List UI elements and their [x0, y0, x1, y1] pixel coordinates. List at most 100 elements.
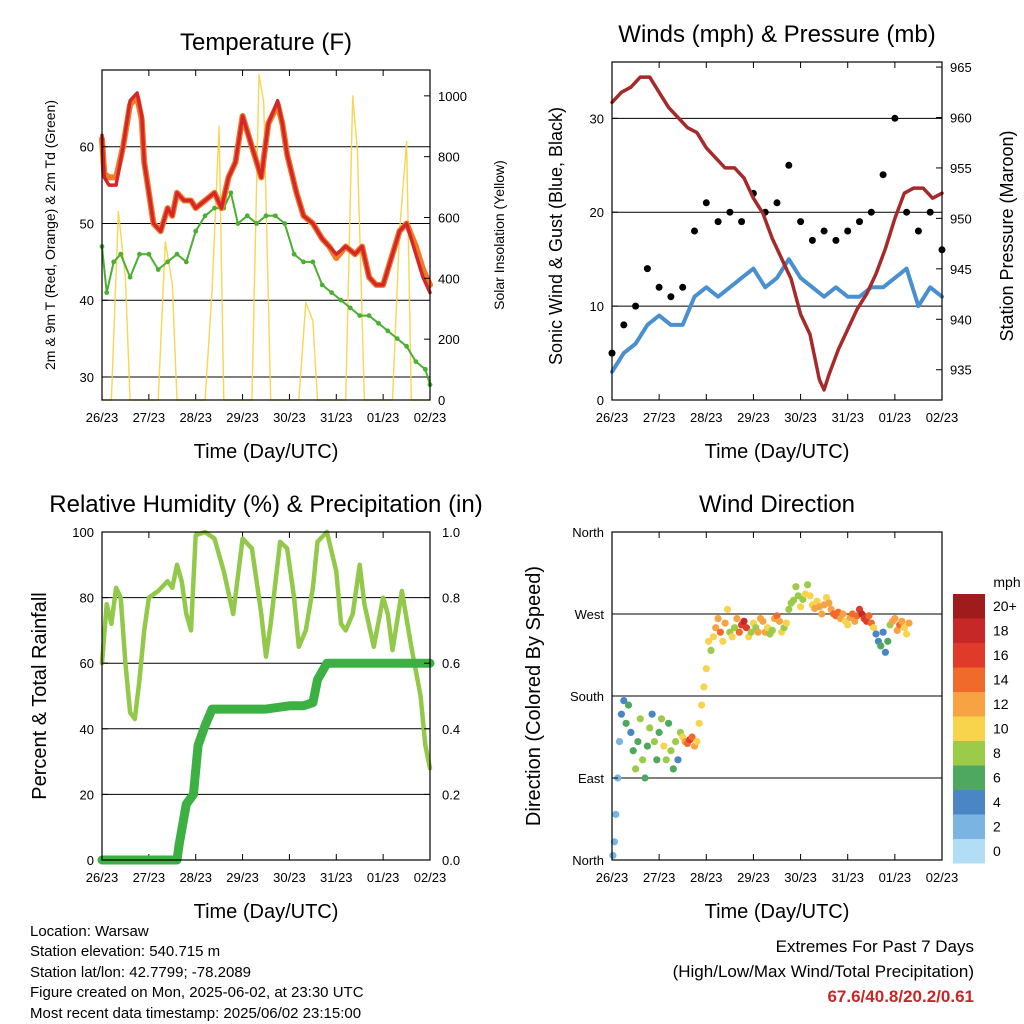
- y-tick-label: 50: [80, 216, 94, 231]
- y-axis-label: 2m & 9m T (Red, Orange) & 2m Td (Green): [42, 100, 58, 370]
- wind-direction-point: [721, 619, 729, 627]
- wind-direction-point: [723, 605, 732, 614]
- y-right-tick-label: 960: [950, 110, 972, 125]
- wind-direction-point: [617, 710, 626, 718]
- colorbar-label: 4: [993, 794, 1001, 810]
- wind-direction-point: [624, 701, 633, 709]
- y-right-tick-label: 940: [950, 312, 972, 327]
- wind-direction-point: [712, 624, 720, 632]
- gust-point: [926, 208, 934, 216]
- gust-point: [914, 227, 922, 235]
- colorbar-label: 10: [993, 721, 1009, 737]
- wind-direction-point: [865, 612, 873, 620]
- wind-direction-point: [653, 756, 661, 764]
- y-right-tick-label: 600: [438, 211, 460, 226]
- dewpoint-point: [146, 251, 152, 257]
- dewpoint-point: [357, 313, 363, 318]
- gust-point: [714, 218, 722, 226]
- wind-direction-point: [881, 648, 890, 656]
- wind-direction-point: [646, 724, 654, 732]
- wind-direction-point: [731, 624, 739, 632]
- wind-direction-point: [806, 592, 814, 600]
- wind-direction-point: [782, 619, 791, 627]
- colorbar-swatch: [953, 790, 985, 815]
- x-tick-label: 01/23: [367, 870, 400, 885]
- plot-frame: [101, 69, 431, 401]
- wind-direction-point: [792, 583, 800, 591]
- wind-direction-point: [693, 738, 701, 746]
- dewpoint-point: [118, 251, 124, 257]
- x-tick-label: 28/23: [179, 870, 212, 885]
- wind-direction-point: [747, 628, 755, 636]
- wind-direction-point: [785, 605, 793, 614]
- colorbar-unit: mph: [993, 574, 1020, 590]
- wind-direction-point: [629, 747, 637, 755]
- wind-direction-point: [657, 715, 666, 723]
- dewpoint-point: [366, 313, 372, 318]
- wind-direction-point: [825, 599, 833, 607]
- gust-point: [632, 302, 640, 310]
- wind-direction-point: [627, 728, 635, 737]
- wind-direction-point: [643, 742, 652, 750]
- x-tick-label: 29/23: [226, 410, 259, 425]
- y-tick-label: 60: [80, 656, 94, 671]
- y-tick-label: South: [570, 689, 604, 704]
- y-tick-label: North: [572, 853, 604, 868]
- gust-point: [820, 227, 828, 235]
- gust-point: [844, 227, 852, 235]
- wind-direction-point: [669, 765, 677, 773]
- wind-direction-point: [872, 630, 880, 638]
- y-right-axis-label: Station Pressure (Maroon): [997, 130, 1017, 341]
- colorbar-label: 18: [993, 623, 1009, 639]
- dewpoint-point: [155, 267, 161, 272]
- wind-direction-point: [768, 626, 776, 635]
- dewpoint-point: [291, 251, 297, 257]
- y-right-tick-label: 0.4: [442, 722, 460, 737]
- dewpoint-point: [338, 297, 344, 303]
- y-right-tick-label: 965: [950, 60, 972, 75]
- wind-direction-point: [667, 747, 675, 755]
- colorbar-swatch: [953, 716, 985, 741]
- y-right-tick-label: 950: [950, 211, 972, 226]
- wind-direction-point: [702, 665, 710, 673]
- dewpoint-point: [310, 259, 316, 265]
- wind-direction-point: [754, 628, 762, 636]
- chart-title: Relative Humidity (%) & Precipitation (i…: [49, 491, 482, 518]
- y-tick-label: 30: [80, 370, 94, 385]
- dewpoint-point: [404, 343, 409, 349]
- colorbar-label: 0: [993, 843, 1001, 859]
- wind-direction-point: [891, 615, 899, 623]
- x-tick-label: 26/23: [86, 870, 119, 885]
- x-tick-label: 27/23: [643, 410, 676, 425]
- gust-point: [903, 208, 911, 216]
- y-right-tick-label: 800: [438, 150, 460, 165]
- dewpoint-point: [422, 366, 428, 372]
- colorbar-swatch: [953, 692, 985, 717]
- colorbar-label: 6: [993, 770, 1001, 786]
- y-right-tick-label: 400: [438, 271, 460, 286]
- colorbar-swatch: [953, 643, 985, 668]
- wind-direction-point: [898, 617, 906, 625]
- wind-direction-point: [900, 624, 908, 632]
- chart-title: Temperature (F): [180, 29, 352, 56]
- dewpoint-point: [235, 221, 241, 226]
- chart-title: Wind Direction: [699, 491, 855, 518]
- wind-direction-point: [662, 756, 670, 764]
- x-tick-label: 31/23: [831, 410, 864, 425]
- gust-point: [620, 321, 628, 329]
- wind-direction-point: [700, 683, 708, 691]
- x-tick-label: 30/23: [784, 870, 817, 885]
- y-right-tick-label: 1.0: [442, 525, 460, 540]
- wind-direction-point: [612, 810, 620, 819]
- colorbar-swatch: [953, 765, 985, 790]
- y-right-tick-label: 0.0: [442, 853, 460, 868]
- y-tick-label: 0: [597, 393, 604, 408]
- location-text: Location: Warsaw: [30, 923, 149, 940]
- dewpoint-point: [127, 274, 133, 280]
- gust-point: [832, 236, 840, 244]
- colorbar-swatch: [953, 741, 985, 766]
- x-tick-label: 27/23: [643, 870, 676, 885]
- dewpoint-point: [329, 290, 334, 295]
- x-tick-label: 01/23: [367, 410, 400, 425]
